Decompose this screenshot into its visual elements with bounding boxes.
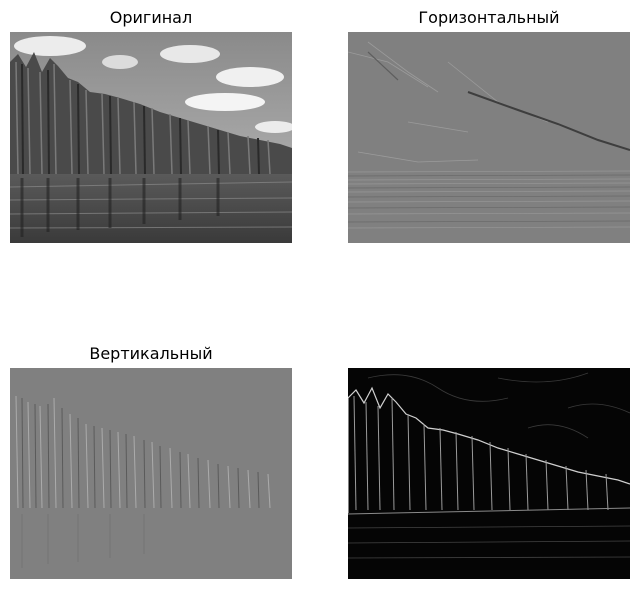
image-original [10, 32, 292, 243]
panel-title-horizontal: Горизонтальный [418, 8, 560, 27]
image-edge-magnitude [348, 368, 630, 579]
image-vertical-edges [10, 368, 292, 579]
image-horizontal-edges [348, 32, 630, 243]
panel-title-original: Оригинал [109, 8, 193, 27]
panel-title-vertical: Вертикальный [89, 344, 213, 363]
